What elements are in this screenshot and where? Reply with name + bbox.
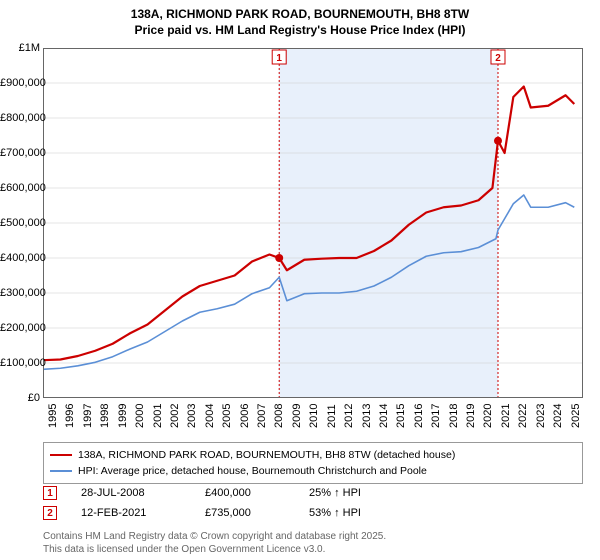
xtick-label: 1999 (117, 404, 129, 428)
xtick-label: 2005 (221, 404, 233, 428)
ytick-label: £0 (0, 392, 40, 404)
ytick-label: £100,000 (0, 357, 40, 369)
xtick-label: 2025 (570, 404, 582, 428)
xtick-label: 1998 (99, 404, 111, 428)
xtick-label: 2001 (152, 404, 164, 428)
ytick-label: £400,000 (0, 252, 40, 264)
xtick-label: 2019 (465, 404, 477, 428)
xtick-label: 2012 (343, 404, 355, 428)
xtick-label: 2011 (326, 404, 338, 428)
xtick-label: 1995 (47, 404, 59, 428)
xtick-label: 2010 (308, 404, 320, 428)
svg-text:2: 2 (495, 53, 501, 64)
ytick-label: £500,000 (0, 217, 40, 229)
legend-swatch-subject (50, 454, 72, 457)
title-line-2: Price paid vs. HM Land Registry's House … (0, 22, 600, 38)
xtick-label: 2024 (552, 404, 564, 428)
sale-row-1: 1 28-JUL-2008 £400,000 25% ↑ HPI (43, 486, 583, 500)
xtick-label: 1996 (64, 404, 76, 428)
xtick-label: 2003 (186, 404, 198, 428)
footer-line-1: Contains HM Land Registry data © Crown c… (43, 530, 386, 543)
sale-date-2: 12-FEB-2021 (81, 507, 181, 519)
xtick-label: 2014 (378, 404, 390, 428)
attribution-footer: Contains HM Land Registry data © Crown c… (43, 530, 386, 556)
chart-plot-area: 12 (43, 48, 583, 398)
xtick-label: 2008 (273, 404, 285, 428)
ytick-label: £200,000 (0, 322, 40, 334)
xtick-label: 2006 (239, 404, 251, 428)
xtick-label: 2022 (517, 404, 529, 428)
ytick-label: £800,000 (0, 112, 40, 124)
sale-marker-2: 2 (43, 506, 57, 520)
xtick-label: 2018 (448, 404, 460, 428)
xtick-label: 2021 (500, 404, 512, 428)
legend-label-subject: 138A, RICHMOND PARK ROAD, BOURNEMOUTH, B… (78, 449, 455, 461)
title-line-1: 138A, RICHMOND PARK ROAD, BOURNEMOUTH, B… (0, 6, 600, 22)
xtick-label: 2016 (413, 404, 425, 428)
sale-delta-1: 25% ↑ HPI (309, 487, 361, 499)
svg-text:1: 1 (276, 53, 282, 64)
chart-title: 138A, RICHMOND PARK ROAD, BOURNEMOUTH, B… (0, 0, 600, 38)
xtick-label: 2020 (482, 404, 494, 428)
xtick-label: 2023 (535, 404, 547, 428)
sale-price-1: £400,000 (205, 487, 285, 499)
ytick-label: £600,000 (0, 182, 40, 194)
legend-label-hpi: HPI: Average price, detached house, Bour… (78, 465, 427, 477)
legend-swatch-hpi (50, 470, 72, 472)
ytick-label: £900,000 (0, 77, 40, 89)
xtick-label: 2007 (256, 404, 268, 428)
sale-marker-1: 1 (43, 486, 57, 500)
sale-row-2: 2 12-FEB-2021 £735,000 53% ↑ HPI (43, 506, 583, 520)
xtick-label: 2013 (361, 404, 373, 428)
xtick-label: 2000 (134, 404, 146, 428)
xtick-label: 2002 (169, 404, 181, 428)
legend-row-hpi: HPI: Average price, detached house, Bour… (50, 463, 576, 479)
chart-svg: 12 (43, 48, 583, 398)
footer-line-2: This data is licensed under the Open Gov… (43, 543, 386, 556)
xtick-label: 1997 (82, 404, 94, 428)
xtick-label: 2009 (291, 404, 303, 428)
sale-price-2: £735,000 (205, 507, 285, 519)
legend-row-subject: 138A, RICHMOND PARK ROAD, BOURNEMOUTH, B… (50, 447, 576, 463)
xtick-label: 2017 (430, 404, 442, 428)
sale-date-1: 28-JUL-2008 (81, 487, 181, 499)
xtick-label: 2004 (204, 404, 216, 428)
xtick-label: 2015 (395, 404, 407, 428)
ytick-label: £300,000 (0, 287, 40, 299)
ytick-label: £1M (0, 42, 40, 54)
sale-delta-2: 53% ↑ HPI (309, 507, 361, 519)
ytick-label: £700,000 (0, 147, 40, 159)
legend-box: 138A, RICHMOND PARK ROAD, BOURNEMOUTH, B… (43, 442, 583, 484)
